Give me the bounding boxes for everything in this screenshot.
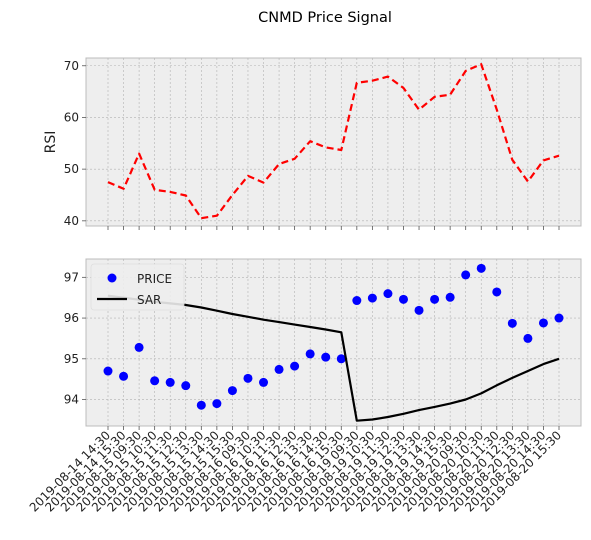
price-series-point	[539, 318, 548, 327]
legend: PRICE SAR	[91, 264, 184, 310]
price-series-point	[119, 372, 128, 381]
chart-title: CNMD Price Signal	[258, 10, 392, 26]
price-series-point	[181, 381, 190, 390]
price-y-tick-label: 95	[64, 352, 79, 366]
price-sar-panel: 94 95 96 97 PRICE SAR	[64, 259, 581, 430]
price-series-point	[383, 289, 392, 298]
price-series-point	[555, 314, 564, 323]
price-series-point	[212, 399, 221, 408]
rsi-panel: 40 50 60 70 RSI	[43, 58, 581, 230]
price-y-tick-label: 96	[64, 311, 79, 325]
price-series-point	[104, 367, 113, 376]
legend-label-price: PRICE	[137, 272, 172, 286]
price-series-point	[290, 362, 299, 371]
price-series-point	[197, 401, 206, 410]
price-series-point	[399, 295, 408, 304]
rsi-y-tick-label: 40	[64, 214, 79, 228]
price-series-point	[243, 374, 252, 383]
price-y-tick-label: 97	[64, 270, 79, 284]
rsi-y-axis-label: RSI	[43, 131, 59, 154]
price-series-point	[523, 334, 532, 343]
price-series-point	[461, 270, 470, 279]
rsi-y-tick-label: 60	[64, 110, 79, 124]
price-series-point	[446, 293, 455, 302]
price-series-point	[228, 386, 237, 395]
legend-price-marker	[108, 274, 117, 283]
rsi-y-tick-label: 70	[64, 59, 79, 73]
price-series-point	[368, 294, 377, 303]
price-series-point	[135, 343, 144, 352]
price-series-point	[352, 296, 361, 305]
price-series-point	[415, 306, 424, 315]
price-series-point	[259, 378, 268, 387]
price-y-tick-label: 94	[64, 393, 79, 407]
price-series-point	[150, 376, 159, 385]
price-series-point	[477, 264, 486, 273]
legend-label-sar: SAR	[137, 293, 161, 307]
price-series-point	[275, 365, 284, 374]
price-series-point	[166, 378, 175, 387]
price-series-point	[321, 353, 330, 362]
rsi-y-tick-label: 50	[64, 162, 79, 176]
price-series-point	[306, 349, 315, 358]
price-series-point	[508, 319, 517, 328]
price-series-point	[492, 287, 501, 296]
price-series-point	[430, 295, 439, 304]
